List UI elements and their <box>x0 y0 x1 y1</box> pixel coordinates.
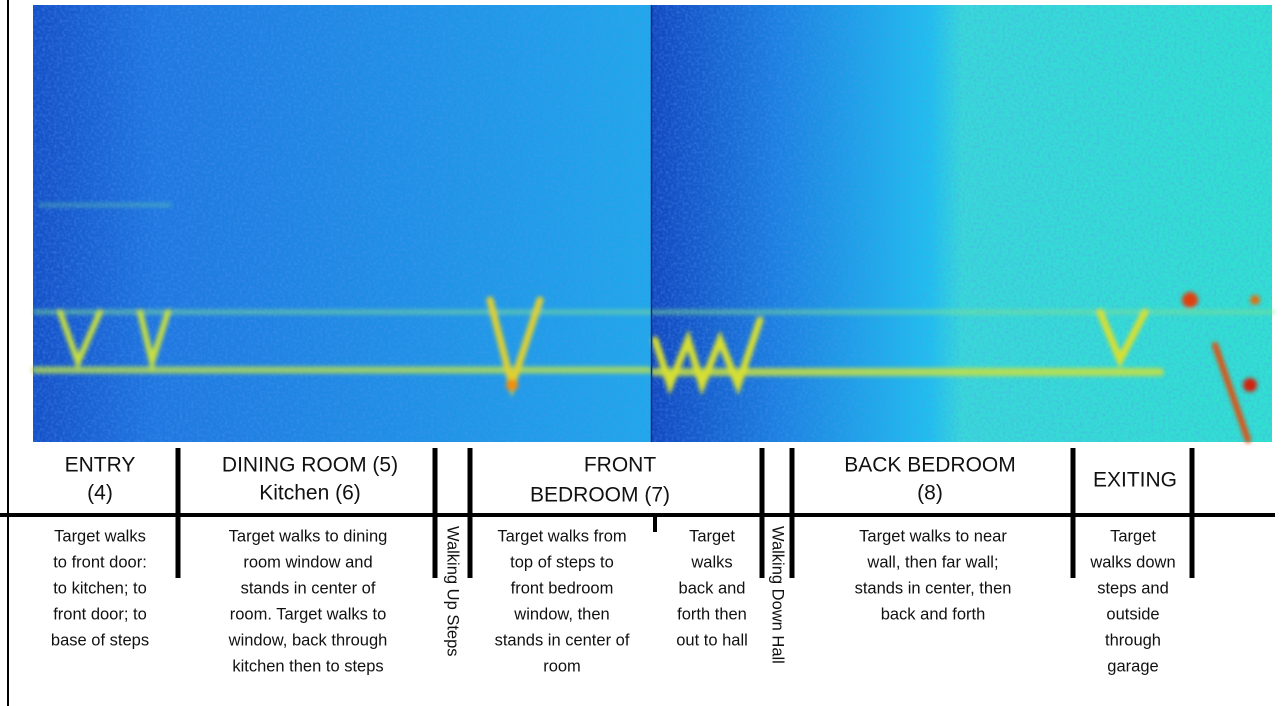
section-description: Target walks to dining <box>229 527 388 545</box>
section-header: DINING ROOM (5) <box>222 454 398 477</box>
section-description: stands in center of <box>495 631 630 649</box>
section-description: steps and <box>1097 579 1169 597</box>
section-description: to kitchen; to <box>53 579 147 597</box>
section-header: (8) <box>917 482 943 505</box>
section-header: (4) <box>87 482 113 505</box>
section-description: front bedroom <box>511 579 614 597</box>
section-description: Target walks to near <box>859 527 1007 545</box>
section-description: window, then <box>513 605 609 623</box>
section-description: top of steps to <box>510 553 614 571</box>
section-header: FRONT <box>584 454 656 477</box>
section-description: kitchen then to steps <box>232 657 383 675</box>
spectrogram <box>33 5 1272 442</box>
section-description: room <box>543 657 581 675</box>
section-description: walks down <box>1089 553 1175 571</box>
section-description: front door; to <box>53 605 147 623</box>
section-description: stands in center of <box>241 579 376 597</box>
section-description: Target <box>1110 527 1156 545</box>
section-description: Target walks from <box>497 527 626 545</box>
section-description: Target <box>689 527 735 545</box>
section-description: Target walks <box>54 527 146 545</box>
figure: ENTRY (4) Target walks to front door: to kit… <box>0 0 1285 706</box>
rotated-label: Walking Up Steps <box>444 526 462 657</box>
rotated-label: Walking Down Hall <box>769 526 787 664</box>
section-description: forth then <box>677 605 747 623</box>
section-description: room window and <box>243 553 372 571</box>
section-description: through <box>1105 631 1161 649</box>
section-description: back and <box>679 579 746 597</box>
section-description: garage <box>1107 657 1158 675</box>
section-description: out to hall <box>676 631 748 649</box>
section-description: room. Target walks to <box>230 605 387 623</box>
section-description: stands in center, then <box>855 579 1012 597</box>
section-description: window, back through <box>228 631 388 649</box>
section-header: BACK BEDROOM <box>844 454 1016 477</box>
section-description: back and forth <box>881 605 986 623</box>
section-description: outside <box>1106 605 1159 623</box>
section-header: BEDROOM (7) <box>530 484 670 507</box>
section-header: ENTRY <box>65 454 136 477</box>
section-description: wall, then far wall; <box>866 553 998 571</box>
section-header: Kitchen (6) <box>259 482 361 505</box>
section-description: base of steps <box>51 631 149 649</box>
section-header: EXITING <box>1093 469 1177 492</box>
section-description: walks <box>690 553 732 571</box>
section-description: to front door: <box>53 553 147 571</box>
